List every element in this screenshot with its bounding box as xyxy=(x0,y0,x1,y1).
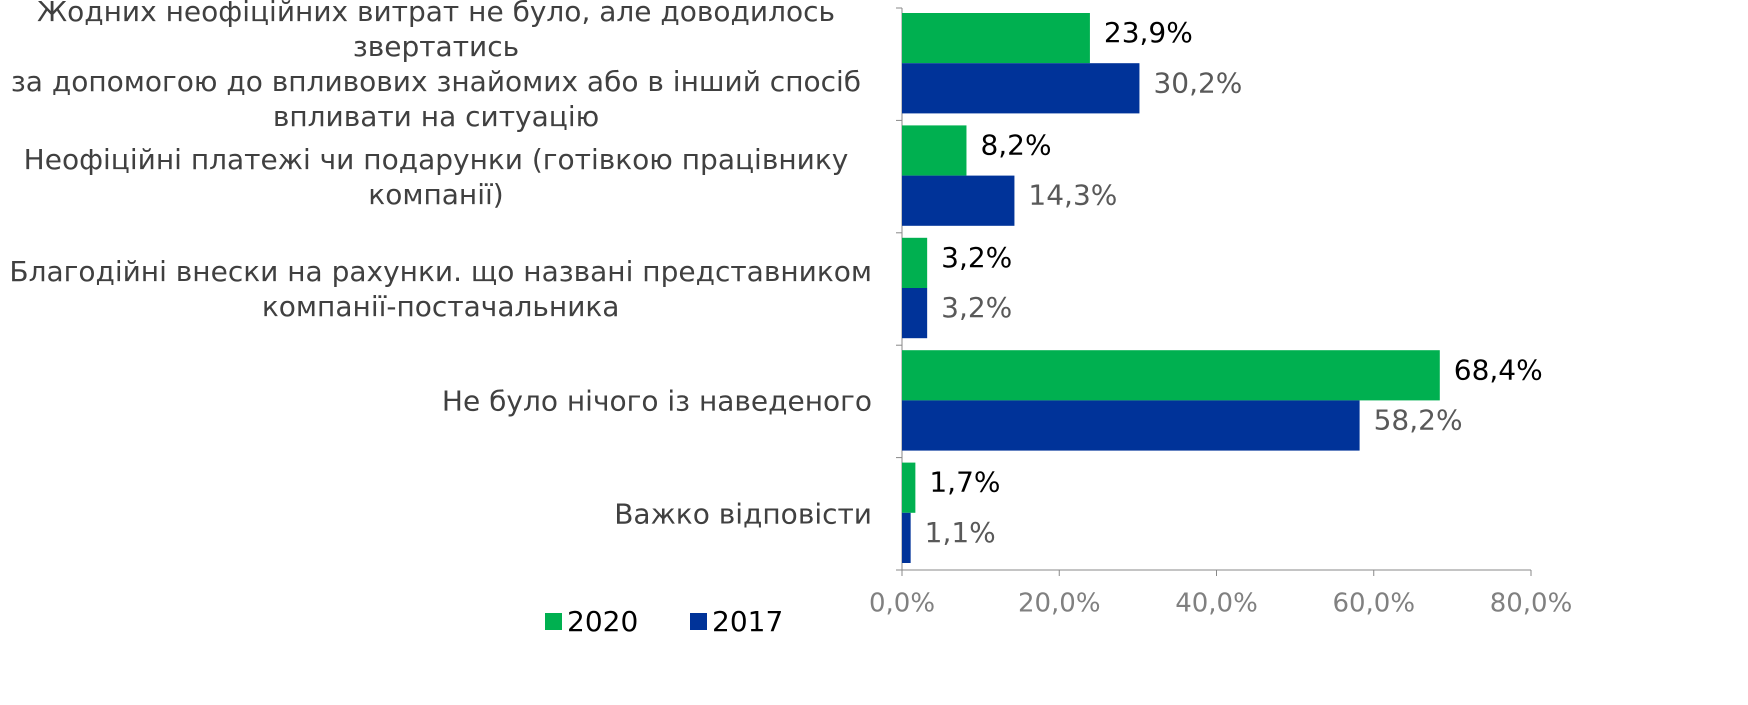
value-label: 30,2% xyxy=(1153,66,1242,99)
legend-label: 2020 xyxy=(567,605,638,638)
value-label: 58,2% xyxy=(1374,404,1463,437)
value-label: 68,4% xyxy=(1454,353,1543,386)
legend-label: 2017 xyxy=(712,605,783,638)
legend-swatch xyxy=(545,613,562,630)
bar xyxy=(902,350,1440,401)
value-label: 3,2% xyxy=(941,291,1012,324)
value-label: 1,7% xyxy=(929,466,1000,499)
x-tick-label: 40,0% xyxy=(1175,589,1258,619)
bar xyxy=(902,125,967,176)
legend-swatch xyxy=(690,613,707,630)
bar xyxy=(902,13,1090,64)
value-label: 3,2% xyxy=(941,241,1012,274)
x-tick-label: 0,0% xyxy=(869,589,935,619)
category-label: Важко відповісти xyxy=(614,497,872,531)
bar xyxy=(902,462,916,513)
category-label: Не було нічого із наведеного xyxy=(441,384,872,418)
value-label: 14,3% xyxy=(1028,179,1117,212)
x-tick-label: 20,0% xyxy=(1018,589,1101,619)
value-label: 8,2% xyxy=(980,129,1051,162)
category-label: Благодійні внески на рахунки. що названі… xyxy=(9,255,872,323)
x-tick-label: 80,0% xyxy=(1490,589,1573,619)
bar xyxy=(902,400,1360,451)
bar xyxy=(902,512,911,563)
bar xyxy=(902,63,1140,114)
category-label: Жодних неофіційних витрат не було, але д… xyxy=(10,0,862,134)
value-label: 1,1% xyxy=(925,516,996,549)
x-tick-label: 60,0% xyxy=(1332,589,1415,619)
category-label: Неофіційні платежі чи подарунки (готівко… xyxy=(23,142,849,211)
value-label: 23,9% xyxy=(1104,16,1193,49)
bar xyxy=(902,237,928,288)
bar xyxy=(902,175,1015,226)
bar xyxy=(902,288,928,339)
